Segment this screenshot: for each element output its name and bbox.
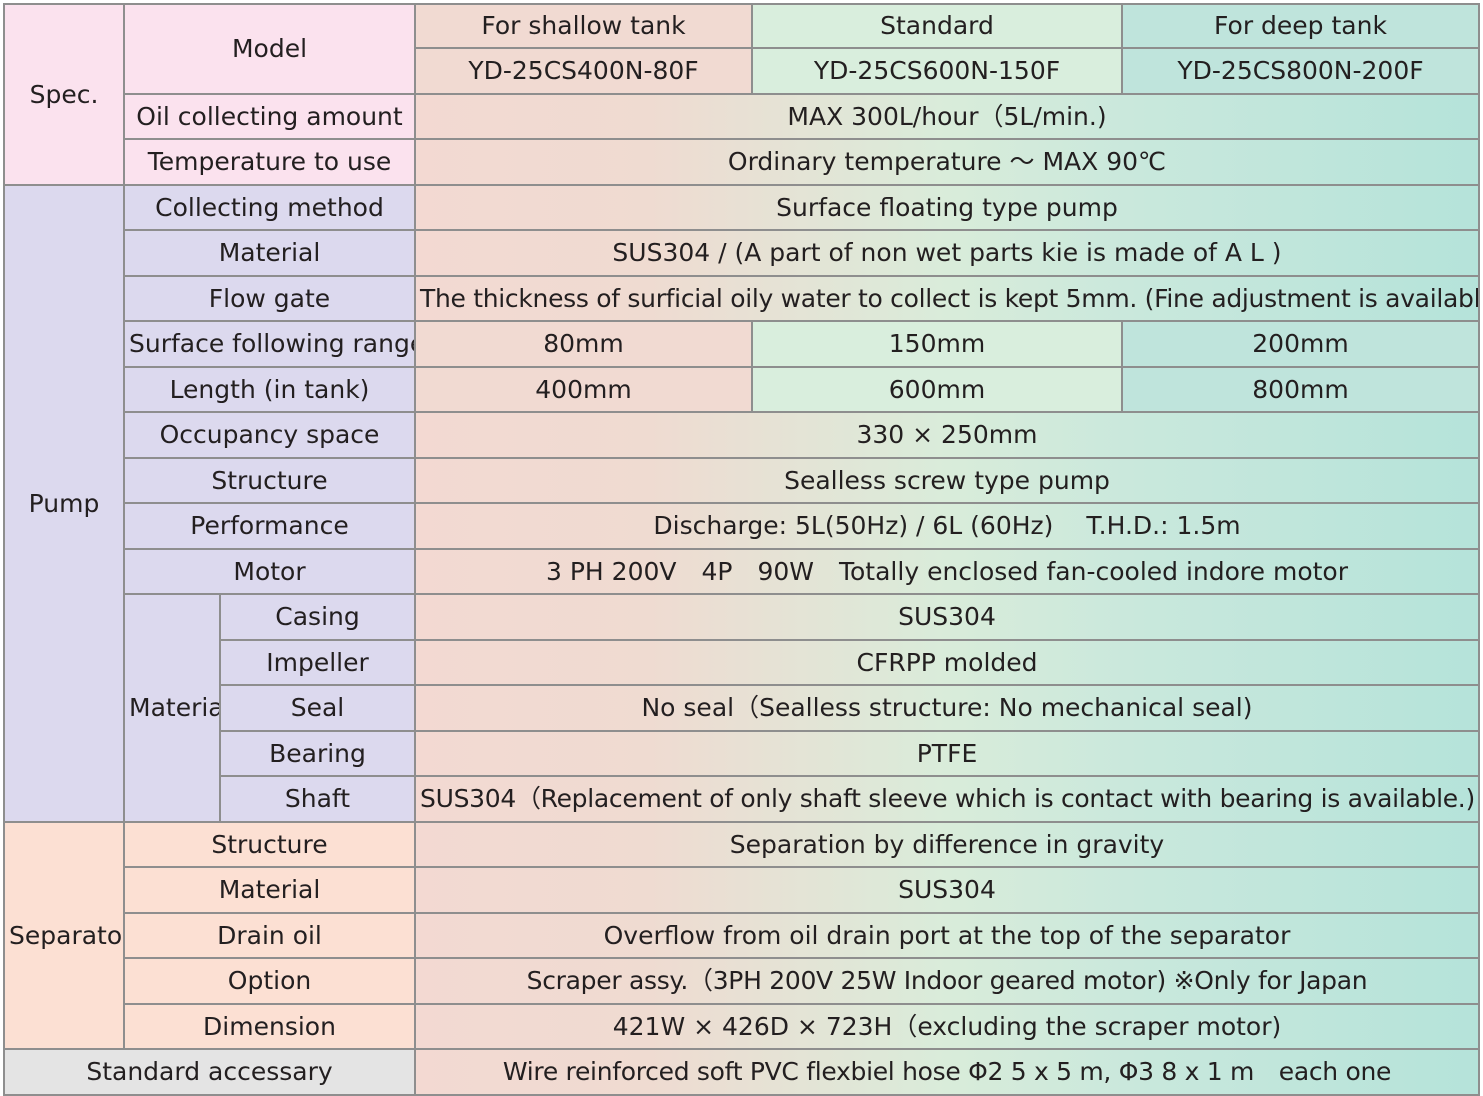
table-row: Seal No seal（Sealless structure: No mech… [4,684,1480,732]
oil-amount-value: MAX 300L/hour（5L/min.) [414,93,1480,140]
length-shallow: 400mm [414,366,753,413]
table-row: Surface following range 80mm 150mm 200mm [4,320,1480,368]
casing-label: Casing [219,593,416,641]
table-row: Performance Discharge: 5L(50Hz) / 6L (60… [4,502,1480,550]
impeller-value: CFRPP molded [414,639,1480,686]
occupancy-label: Occupancy space [123,411,416,459]
table-row: Length (in tank) 400mm 600mm 800mm [4,366,1480,413]
separator-structure-label: Structure [123,821,416,868]
group-pump-label: Pump [3,184,125,823]
performance-label: Performance [123,502,416,550]
table-row: Option Scraper assy.（3PH 200V 25W Indoor… [4,957,1480,1005]
separator-material-value: SUS304 [414,866,1480,914]
type-shallow: For shallow tank [414,3,753,49]
bearing-label: Bearing [219,730,416,777]
flow-gate-value: The thickness of surficial oily water to… [414,275,1480,322]
option-value: Scraper assy.（3PH 200V 25W Indoor geared… [414,957,1480,1005]
length-standard: 600mm [751,366,1123,413]
occupancy-value: 330 × 250mm [414,411,1480,459]
shaft-label: Shaft [219,775,416,823]
table-row: Structure Sealless screw type pump [4,457,1480,504]
impeller-label: Impeller [219,639,416,686]
table-row: Flow gate The thickness of surficial oil… [4,275,1480,322]
accessory-label: Standard accessary [3,1048,416,1096]
table-row: Pump Collecting method Surface floating … [3,184,1480,823]
pump-structure-label: Structure [123,457,416,504]
accessory-value: Wire reinforced soft PVC flexbiel hose Φ… [414,1048,1480,1096]
temperature-label: Temperature to use [123,138,416,186]
pump-structure-value: Sealless screw type pump [414,457,1480,504]
sub-material-label: Material [123,593,221,823]
separator-structure-value: Separation by difference in gravity [414,821,1480,868]
length-deep: 800mm [1121,366,1480,413]
separator-material-label: Material [123,866,416,914]
dimension-value: 421W × 426D × 723H（excluding the scraper… [414,1003,1480,1050]
casing-value: SUS304 [414,593,1480,641]
bearing-value: PTFE [414,730,1480,777]
table-row: Oil collecting amount MAX 300L/hour（5L/m… [4,93,1480,140]
table-row: Separator Structure Separation by differ… [3,821,1480,1050]
drain-oil-value: Overflow from oil drain port at the top … [414,912,1480,959]
model-label: Model [123,3,416,95]
length-label: Length (in tank) [123,366,416,413]
group-separator-label: Separator [3,821,125,1050]
table-row: YD-25CS400N-80F YD-25CS600N-150F YD-25CS… [4,47,1480,95]
model-deep: YD-25CS800N-200F [1121,47,1480,95]
table-row: Material SUS304 [4,866,1480,914]
motor-value: 3 PH 200V 4P 90W Totally enclosed fan-co… [414,548,1480,595]
spec-table: Spec. Model For shallow tank Standard Fo… [3,3,1480,1096]
surface-range-deep: 200mm [1121,320,1480,368]
model-shallow: YD-25CS400N-80F [414,47,753,95]
flow-gate-label: Flow gate [123,275,416,322]
surface-range-standard: 150mm [751,320,1123,368]
table-row: Motor 3 PH 200V 4P 90W Totally enclosed … [4,548,1480,595]
table-row: Dimension 421W × 426D × 723H（excluding t… [4,1003,1480,1050]
table-row: Occupancy space 330 × 250mm [4,411,1480,459]
table-row: Temperature to use Ordinary temperature … [4,138,1480,186]
collecting-method-value: Surface floating type pump [414,184,1480,231]
option-label: Option [123,957,416,1005]
shaft-value: SUS304（Replacement of only shaft sleeve … [414,775,1480,823]
pump-material-value: SUS304 / (A part of non wet parts kie is… [414,229,1480,277]
table-row: Impeller CFRPP molded [4,639,1480,686]
table-row: Drain oil Overflow from oil drain port a… [4,912,1480,959]
drain-oil-label: Drain oil [123,912,416,959]
performance-value: Discharge: 5L(50Hz) / 6L (60Hz) T.H.D.: … [414,502,1480,550]
dimension-label: Dimension [123,1003,416,1050]
motor-label: Motor [123,548,416,595]
seal-value: No seal（Sealless structure: No mechanica… [414,684,1480,732]
group-spec-label: Spec. [3,3,125,186]
type-standard: Standard [751,3,1123,49]
temperature-value: Ordinary temperature ～ MAX 90℃ [414,138,1480,186]
model-standard: YD-25CS600N-150F [751,47,1123,95]
table-row: Material SUS304 / (A part of non wet par… [4,229,1480,277]
table-row: Material Casing SUS304 [4,593,1480,823]
table-row: Bearing PTFE [4,730,1480,777]
type-deep: For deep tank [1121,3,1480,49]
table-row: Spec. Model For shallow tank Standard Fo… [3,3,1480,186]
pump-material-label: Material [123,229,416,277]
oil-amount-label: Oil collecting amount [123,93,416,140]
surface-range-shallow: 80mm [414,320,753,368]
table-row: Standard accessary Wire reinforced soft … [3,1048,1480,1096]
table-row: Shaft SUS304（Replacement of only shaft s… [4,775,1480,823]
collecting-method-label: Collecting method [123,184,416,231]
seal-label: Seal [219,684,416,732]
surface-range-label: Surface following range [123,320,416,368]
